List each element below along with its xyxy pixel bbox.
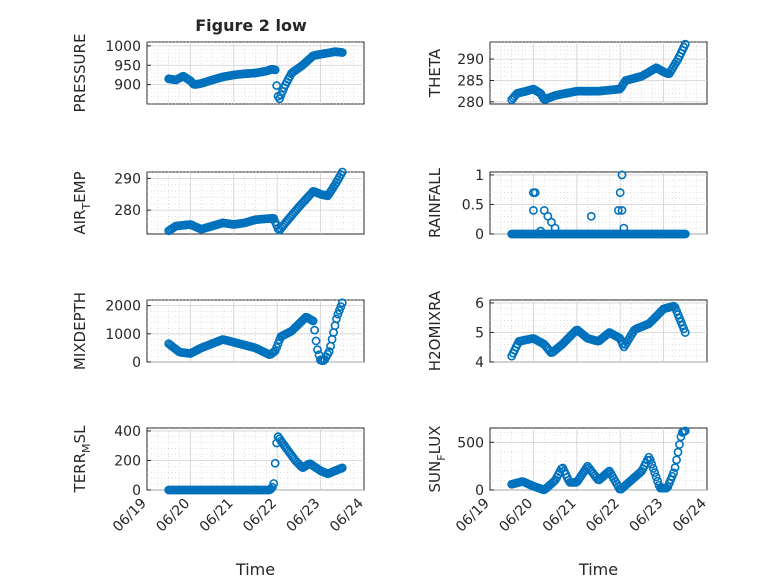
y-tick-label: 500 xyxy=(457,435,484,451)
figure-title: Figure 2 low xyxy=(195,16,307,35)
data-point xyxy=(586,211,596,221)
y-tick-label: 285 xyxy=(457,73,484,89)
data-point xyxy=(337,463,347,473)
x-tick-label: 06/19 xyxy=(453,496,493,536)
y-tick-label: 290 xyxy=(114,171,141,187)
data-point xyxy=(680,229,690,239)
y-tick-label: 2000 xyxy=(105,299,141,315)
y-axis-label: THETA xyxy=(426,48,444,98)
y-tick-label: 0 xyxy=(475,483,484,499)
data-point xyxy=(337,48,347,57)
x-tick-label: 06/21 xyxy=(197,496,237,536)
y-axis-label: MIXDEPTH xyxy=(71,292,89,370)
x-tick-label: 06/20 xyxy=(153,496,193,536)
subplot-8: 0 500 06/19 06/20 06/21 06/22 06/23 06/24 Time SU… xyxy=(426,426,710,579)
data-point xyxy=(324,347,334,356)
x-axis-label: Time xyxy=(235,560,275,579)
data-point xyxy=(337,167,347,177)
y-axis-label: H2OMIXRA xyxy=(426,290,444,371)
y-tick-label: 280 xyxy=(114,203,141,219)
subplot-5: 0 1000 2000 MIXDEPTH xyxy=(71,292,365,371)
data-point xyxy=(536,226,546,236)
data-point xyxy=(680,426,690,436)
axes-box xyxy=(146,427,365,491)
y-tick-label: 280 xyxy=(457,95,484,111)
y-tick-label: 5 xyxy=(475,325,484,341)
data-point xyxy=(529,205,538,215)
data-point xyxy=(615,188,625,198)
data-point xyxy=(645,455,655,465)
data-point xyxy=(270,65,280,75)
subplot-6: 4 5 6 H2OMIXRA xyxy=(426,290,708,371)
data-point xyxy=(311,336,321,346)
y-tick-label: 1 xyxy=(475,168,484,184)
x-tick-label: 06/22 xyxy=(583,496,623,536)
subplot-2: 280 285 290 THETA xyxy=(426,39,708,111)
data-point xyxy=(680,39,690,49)
y-tick-label: 0 xyxy=(475,227,484,243)
axes-box xyxy=(489,171,708,235)
subplot-3: 280 290 AIRTEMP xyxy=(71,167,365,236)
y-tick-label: 1000 xyxy=(105,39,141,55)
data-point xyxy=(617,170,627,180)
data-point xyxy=(653,476,662,486)
x-tick-label: 06/24 xyxy=(670,495,710,535)
y-tick-label: 200 xyxy=(114,453,141,469)
x-tick-label: 06/24 xyxy=(327,495,367,535)
data-point xyxy=(308,316,318,326)
y-axis-label: PRESSURE xyxy=(71,34,89,113)
data-point xyxy=(310,325,319,335)
x-tick-label: 06/22 xyxy=(240,496,280,536)
y-tick-label: 0 xyxy=(132,355,141,371)
x-tick-label: 06/20 xyxy=(496,496,536,536)
data-point xyxy=(550,223,560,233)
y-tick-label: 6 xyxy=(475,296,484,312)
y-axis-label: TERRMSL xyxy=(71,425,93,494)
y-tick-label: 950 xyxy=(114,58,141,74)
data-point xyxy=(270,458,280,468)
data-point xyxy=(269,479,279,488)
data-point xyxy=(648,464,658,473)
y-tick-label: 4 xyxy=(475,355,484,371)
subplot-4: 0 0.5 1 RAINFALL xyxy=(426,167,708,243)
y-tick-label: 0.5 xyxy=(462,197,484,213)
x-axis-label: Time xyxy=(578,560,618,579)
data-point xyxy=(332,314,341,324)
subplot-1: 900 950 1000 PRESSURE xyxy=(71,34,365,113)
data-point xyxy=(669,468,679,478)
x-tick-label: 06/23 xyxy=(284,496,324,536)
data-point xyxy=(617,205,627,215)
data-point xyxy=(680,328,690,337)
y-axis-label: AIRTEMP xyxy=(71,171,93,234)
subplot-7: 0 200 400 06/19 06/20 06/21 06/22 06/23 06/24 Tim… xyxy=(71,424,367,579)
x-tick-label: 06/19 xyxy=(110,496,150,536)
data-point xyxy=(337,298,347,308)
y-tick-label: 0 xyxy=(132,483,141,499)
y-tick-label: 900 xyxy=(114,78,141,94)
data-point xyxy=(613,205,623,215)
data-point xyxy=(650,468,660,478)
y-axis-label: SUNFLUX xyxy=(426,426,448,493)
y-tick-label: 290 xyxy=(457,52,484,68)
x-tick-label: 06/23 xyxy=(627,496,667,536)
data-point xyxy=(313,345,322,355)
y-axis-label: RAINFALL xyxy=(426,167,444,238)
data-point xyxy=(619,223,629,233)
data-point xyxy=(651,472,661,482)
data-point xyxy=(530,188,540,198)
y-tick-label: 400 xyxy=(114,424,141,440)
data-point xyxy=(647,459,657,469)
y-tick-label: 1000 xyxy=(105,327,141,343)
x-tick-label: 06/21 xyxy=(540,496,580,536)
